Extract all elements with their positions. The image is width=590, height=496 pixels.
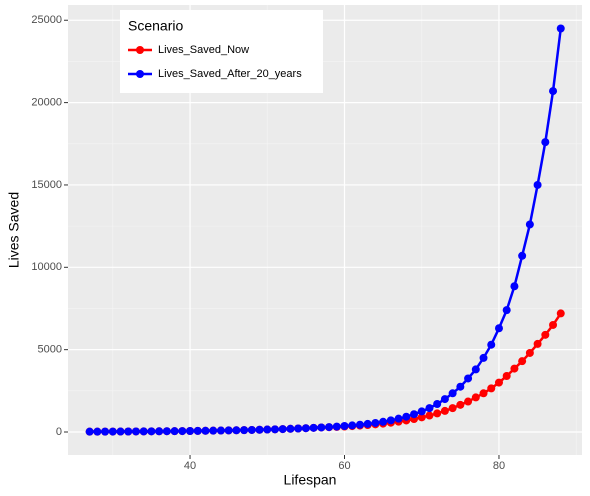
data-point xyxy=(525,348,534,357)
data-point xyxy=(178,427,187,436)
data-point xyxy=(247,425,256,434)
data-point xyxy=(379,417,388,426)
data-point xyxy=(340,421,349,430)
data-point xyxy=(433,409,442,418)
data-point xyxy=(549,87,558,96)
data-point xyxy=(363,419,372,428)
data-point xyxy=(471,365,480,374)
data-point xyxy=(502,372,511,381)
data-point xyxy=(417,407,426,416)
data-point xyxy=(525,220,534,229)
data-point xyxy=(541,330,550,339)
data-point xyxy=(394,414,403,423)
x-axis-label: Lifespan xyxy=(284,472,337,488)
data-point xyxy=(108,427,117,436)
data-point xyxy=(301,424,310,433)
data-point xyxy=(541,138,550,147)
data-point xyxy=(232,426,241,435)
data-point xyxy=(317,423,326,432)
data-point xyxy=(240,426,249,435)
data-point xyxy=(487,384,496,393)
data-point xyxy=(556,24,565,33)
data-point xyxy=(209,426,218,435)
data-point xyxy=(510,282,519,291)
data-point xyxy=(533,339,542,348)
data-point xyxy=(309,423,318,432)
data-point xyxy=(286,424,295,433)
data-point xyxy=(556,309,565,318)
legend-label: Lives_Saved_After_20_years xyxy=(158,68,302,80)
data-point xyxy=(471,393,480,402)
data-point xyxy=(270,425,279,434)
x-tick-label: 60 xyxy=(338,460,350,472)
data-point xyxy=(440,395,449,404)
data-point xyxy=(464,374,473,383)
data-point xyxy=(440,406,449,415)
legend-marker xyxy=(136,70,144,78)
data-point xyxy=(294,424,303,433)
data-point xyxy=(186,426,195,435)
data-point xyxy=(263,425,272,434)
data-point xyxy=(101,427,110,436)
data-point xyxy=(518,251,527,260)
y-axis-label: Lives Saved xyxy=(6,192,22,268)
y-tick-label: 10000 xyxy=(31,261,62,273)
y-tick-label: 15000 xyxy=(31,179,62,191)
data-point xyxy=(201,426,210,435)
data-point xyxy=(487,340,496,349)
data-point xyxy=(533,180,542,189)
legend-title: Scenario xyxy=(128,18,183,34)
data-point xyxy=(162,427,171,436)
data-point xyxy=(216,426,225,435)
data-point xyxy=(549,320,558,329)
data-point xyxy=(456,400,465,409)
data-point xyxy=(116,427,125,436)
data-point xyxy=(502,306,511,315)
data-point xyxy=(518,357,527,366)
data-point xyxy=(325,423,334,432)
data-point xyxy=(494,324,503,333)
data-point xyxy=(417,413,426,422)
data-point xyxy=(386,416,395,425)
y-tick-label: 20000 xyxy=(31,97,62,109)
data-point xyxy=(155,427,164,436)
data-point xyxy=(193,426,202,435)
data-point xyxy=(464,397,473,406)
y-tick-label: 25000 xyxy=(31,14,62,26)
data-point xyxy=(93,427,102,436)
data-point xyxy=(479,389,488,398)
data-point xyxy=(479,353,488,362)
data-point xyxy=(147,427,156,436)
legend-label: Lives_Saved_Now xyxy=(158,44,249,56)
data-point xyxy=(224,426,233,435)
data-point xyxy=(494,378,503,387)
data-point xyxy=(124,427,133,436)
y-tick-label: 5000 xyxy=(38,344,62,356)
data-point xyxy=(425,411,434,420)
data-point xyxy=(131,427,140,436)
data-point xyxy=(371,418,380,427)
data-point xyxy=(433,400,442,409)
data-point xyxy=(85,427,94,436)
legend-marker xyxy=(136,46,144,54)
data-point xyxy=(170,427,179,436)
data-point xyxy=(448,404,457,413)
data-point xyxy=(278,425,287,434)
data-point xyxy=(348,421,357,430)
data-point xyxy=(456,382,465,391)
data-point xyxy=(402,412,411,421)
x-tick-label: 40 xyxy=(184,460,196,472)
y-tick-label: 0 xyxy=(56,426,62,438)
data-point xyxy=(255,425,264,434)
data-point xyxy=(448,389,457,398)
x-tick-label: 80 xyxy=(493,460,505,472)
data-point xyxy=(425,404,434,413)
data-point xyxy=(355,420,364,429)
data-point xyxy=(139,427,148,436)
legend-box xyxy=(120,10,323,93)
data-point xyxy=(510,364,519,373)
data-point xyxy=(410,410,419,419)
data-point xyxy=(332,422,341,431)
